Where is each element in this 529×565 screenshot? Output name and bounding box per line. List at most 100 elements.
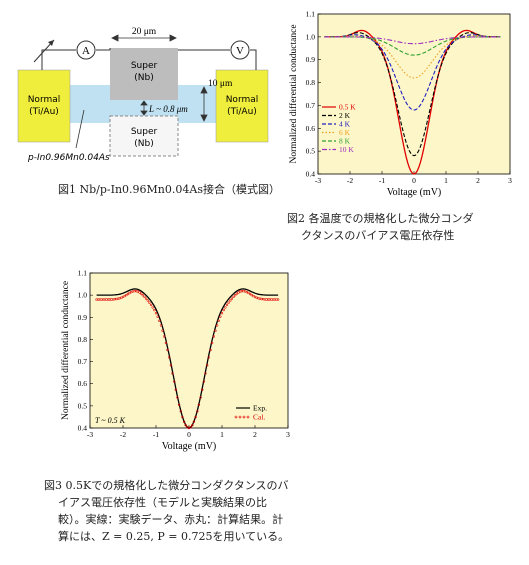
x-tick-label: -2: [347, 176, 353, 185]
data-point-cal: [192, 420, 196, 424]
y-tick-label: 1.1: [306, 10, 316, 19]
x-tick-label: -1: [153, 430, 159, 439]
plot-area: [89, 272, 289, 429]
y-tick-label: 0.5: [78, 401, 88, 410]
fig3-caption-line2: イアス電圧依存性（モデルと実験結果の比: [58, 496, 267, 509]
data-point-cal: [149, 303, 153, 307]
super-top-material: (Nb): [134, 73, 153, 83]
data-point-cal: [153, 308, 156, 312]
data-point-cal: [148, 301, 151, 304]
data-point-cal: [234, 293, 237, 297]
legend-marker: [246, 415, 250, 419]
data-point-cal: [201, 388, 204, 391]
data-point-cal: [220, 311, 224, 315]
legend-entry: Cal.: [253, 413, 265, 422]
normal-left-material: (Ti/Au): [29, 107, 59, 117]
y-tick-label: 1.0: [306, 32, 316, 41]
data-point-cal: [156, 315, 159, 318]
data-point-cal: [169, 364, 173, 367]
width-label: 20 μm: [132, 27, 157, 37]
super-bottom-material: (Nb): [134, 139, 153, 149]
fig2-chart: -3 -2 -1 0 1 2 3 0.4 0.5 0.6 0.7 0.8 0.9 1.0 1.1 Voltag…: [288, 10, 512, 199]
data-point-cal: [181, 415, 184, 419]
data-point-cal: [232, 295, 235, 298]
data-point-cal: [143, 295, 146, 298]
x-tick-label: 1: [220, 430, 224, 439]
legend-marker: [238, 415, 242, 419]
fig2-caption: 図2 各温度での規格化した微分コンダ クタンスのバイアス電圧依存性: [287, 210, 523, 244]
x-axis-label: Voltage (mV): [162, 441, 217, 452]
data-point-cal: [227, 301, 230, 304]
data-point-cal: [196, 410, 199, 413]
data-point-cal: [179, 410, 183, 413]
y-tick-label: 0.6: [306, 124, 316, 133]
height-dimension: [200, 86, 208, 122]
voltmeter-icon: [230, 40, 250, 60]
data-point-cal: [202, 380, 206, 383]
y-axis-label: Normalized differential conductance: [60, 281, 71, 420]
data-point-cal: [177, 403, 181, 407]
y-axis-label: Normalized differential conductance: [288, 24, 299, 163]
legend-entry: 4 K: [339, 120, 351, 129]
fig3-caption-line3: 較）。実線：実験データ、赤丸：計算結果。計: [58, 513, 284, 526]
x-tick-label: -3: [315, 176, 321, 185]
series-line-6k: [324, 35, 501, 79]
data-point-cal: [144, 297, 148, 300]
fig2-caption-line1: 図2 各温度での規格化した微分コンダ: [287, 212, 474, 225]
super-bottom-label: Super: [131, 127, 158, 137]
superconductor-bottom: [109, 115, 179, 157]
data-point-cal: [229, 299, 232, 302]
y-tick-label: 0.9: [306, 55, 316, 64]
data-point-cal: [235, 292, 239, 295]
super-top-label: Super: [131, 61, 158, 71]
x-tick-label: 0: [187, 430, 191, 439]
y-tick-label: 0.8: [306, 78, 316, 87]
data-point-cal: [219, 315, 222, 318]
data-point-cal: [230, 297, 234, 300]
data-point-cal: [204, 372, 207, 375]
data-point-cal: [191, 424, 194, 427]
data-point-cal: [123, 294, 126, 298]
temperature-annotation: T ~ 0.5 K: [95, 416, 126, 425]
data-point-cal: [173, 380, 176, 383]
fig3-caption-line4: 算には、Z = 0.25, P = 0.725を用いている。: [58, 530, 290, 543]
y-tick-label: 1.1: [78, 269, 88, 278]
fig3-chart: -3 -2 -1 0 1 2 3 0.4 0.5 0.6 0.7 0.8 0.9 1.0 1.1 Voltag…: [60, 269, 290, 453]
series-line-exp: [96, 288, 279, 429]
x-tick-label: -2: [120, 430, 126, 439]
data-point-cal: [276, 298, 280, 301]
x-tick-label: 3: [508, 176, 512, 185]
data-point-cal: [151, 306, 154, 309]
data-point-cal: [224, 306, 227, 309]
data-point-cal: [138, 291, 141, 294]
y-tick-label: 1.0: [78, 291, 88, 300]
data-point-cal: [250, 293, 253, 297]
superconductor-top: [110, 48, 178, 100]
data-point-cal: [237, 291, 240, 294]
x-tick-label: -3: [87, 430, 93, 439]
data-point-cal: [199, 396, 202, 399]
data-point-cal: [176, 396, 179, 399]
legend-marker: [234, 415, 238, 419]
data-point-cal: [182, 420, 186, 424]
data-point-cal: [164, 341, 168, 345]
data-point-cal: [166, 348, 169, 352]
data-point-cal: [217, 319, 220, 323]
ammeter-label: A: [82, 45, 90, 57]
data-point-cal: [212, 335, 216, 338]
x-tick-label: 0: [412, 176, 416, 185]
legend-entry: 0.5 K: [339, 103, 356, 112]
normal-right-material: (Ti/Au): [227, 107, 257, 117]
data-point-cal: [222, 308, 225, 312]
data-point-cal: [184, 424, 187, 427]
normal-electrode-left: [17, 69, 71, 143]
fig3-caption: 図3 0.5Kでの規格化した微分コンダクタンスのバ イアス電圧依存性（モデルと実…: [44, 477, 344, 545]
normal-right-label: Normal: [226, 95, 259, 105]
legend-entry: 6 K: [339, 128, 351, 137]
data-point-cal: [194, 415, 197, 419]
data-point-cal: [146, 299, 150, 302]
fig1-caption: 図1 Nb/p-In0.96Mn0.04As接合（模式図）: [58, 183, 280, 196]
data-point-cal: [139, 292, 143, 295]
gap-label: L ~ 0.8 μm: [148, 104, 188, 114]
data-point-cal: [161, 329, 164, 332]
